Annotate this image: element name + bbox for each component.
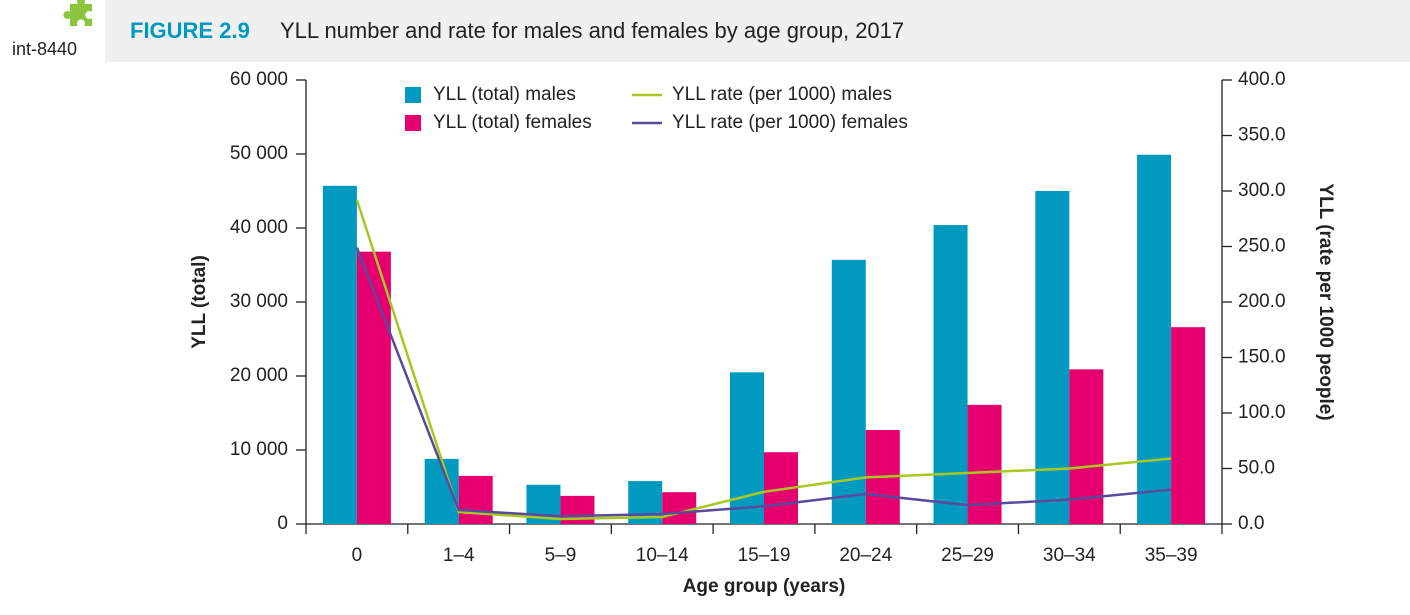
bar: [933, 225, 968, 525]
y2-tick-label: 100.0: [1238, 402, 1286, 423]
y-tick-label: 30 000: [230, 291, 288, 312]
x-tick-label: 0: [352, 545, 363, 566]
y2-tick-label: 350.0: [1238, 125, 1286, 146]
y2-tick-label: 200.0: [1238, 291, 1286, 312]
legend-swatch: [405, 87, 421, 103]
legend-label: YLL rate (per 1000) males: [672, 84, 892, 105]
bar: [1171, 327, 1206, 524]
y2-tick-label: 0.0: [1238, 513, 1264, 534]
legend-swatch: [405, 115, 421, 131]
x-tick-label: 25–29: [941, 545, 994, 566]
bar: [831, 259, 866, 524]
bar: [1035, 191, 1070, 524]
y-tick-label: 50 000: [230, 143, 288, 164]
bar: [967, 404, 1002, 524]
x-tick-label: 5–9: [545, 545, 577, 566]
puzzle-icon: [63, 0, 92, 26]
y2-tick-label: 250.0: [1238, 236, 1286, 257]
x-tick-label: 10–14: [636, 545, 689, 566]
y-axis-label: YLL (total): [189, 255, 210, 349]
figure-code: int-8440: [12, 39, 77, 59]
bar: [458, 475, 493, 524]
header-band: [105, 0, 1410, 62]
line: [355, 247, 1172, 518]
legend-label: YLL (total) females: [433, 112, 592, 133]
x-tick-label: 30–34: [1043, 545, 1096, 566]
y-tick-label: 10 000: [230, 439, 288, 460]
y-tick-label: 40 000: [230, 217, 288, 238]
y-tick-label: 60 000: [230, 69, 288, 90]
figure-number: FIGURE 2.9: [130, 18, 250, 43]
y-tick-label: 20 000: [230, 365, 288, 386]
x-tick-label: 20–24: [839, 545, 892, 566]
y2-tick-label: 150.0: [1238, 347, 1286, 368]
bar: [1069, 369, 1104, 524]
x-tick-label: 15–19: [738, 545, 791, 566]
x-tick-label: 35–39: [1145, 545, 1198, 566]
y-tick-label: 0: [277, 513, 288, 534]
bar: [322, 185, 357, 524]
figure-title: YLL number and rate for males and female…: [280, 18, 904, 43]
bar: [1137, 154, 1172, 525]
x-axis-label: Age group (years): [683, 576, 846, 597]
y2-tick-label: 400.0: [1238, 69, 1286, 90]
bar: [356, 251, 391, 524]
line: [355, 199, 1172, 521]
y2-tick-label: 50.0: [1238, 458, 1275, 479]
y2-tick-label: 300.0: [1238, 180, 1286, 201]
legend-label: YLL rate (per 1000) females: [672, 112, 908, 133]
bar: [662, 492, 697, 524]
x-tick-label: 1–4: [443, 545, 475, 566]
bar: [730, 372, 764, 524]
y2-axis-label: YLL (rate per 1000 people): [1315, 183, 1336, 420]
legend-label: YLL (total) males: [433, 84, 576, 105]
